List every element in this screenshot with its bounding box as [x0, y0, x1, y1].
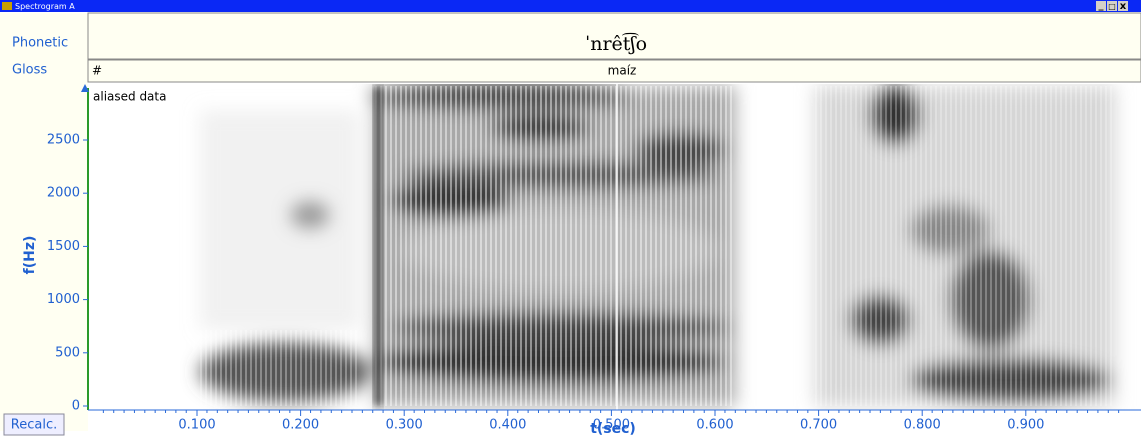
x-tick-label: 0.900 — [1007, 418, 1044, 433]
recalc-label[interactable]: Recalc. — [11, 418, 57, 433]
phonetic-tier[interactable] — [87, 12, 1141, 60]
x-tick-label: 0.500 — [593, 418, 630, 433]
min-button[interactable] — [1096, 1, 1106, 11]
min-label[interactable]: _ — [1099, 0, 1104, 11]
max-label[interactable]: □ — [1108, 2, 1116, 11]
max-button[interactable] — [1107, 1, 1117, 11]
spectrogram — [200, 84, 1115, 410]
y-tick-label: 2000 — [47, 186, 80, 201]
y-tick-label: 2500 — [47, 133, 80, 148]
x-tick-label: 0.600 — [696, 418, 733, 433]
y-tick-label: 0 — [72, 399, 80, 414]
x-tick-label: 0.100 — [178, 418, 215, 433]
x-tick-label: 0.400 — [489, 418, 526, 433]
x-tick-label: 0.200 — [282, 418, 319, 433]
gloss-marker: # — [92, 64, 102, 78]
close-label[interactable]: x — [1120, 1, 1127, 12]
tier-label: Gloss — [12, 63, 47, 78]
tier-label: Phonetic — [12, 36, 68, 51]
gloss-tier[interactable] — [87, 59, 1141, 83]
axis-arrow — [81, 84, 89, 92]
title-bar — [0, 0, 1141, 12]
y-tick-label: 500 — [55, 345, 80, 360]
y-tick-label: 1500 — [47, 239, 80, 254]
x-tick-label: 0.800 — [904, 418, 941, 433]
y-axis-label: f(Hz) — [22, 236, 38, 275]
gloss-text: maíz — [608, 64, 637, 78]
left-panel — [0, 13, 88, 431]
close-button[interactable] — [1118, 1, 1128, 11]
app-icon — [2, 2, 12, 10]
x-tick-label: 0.300 — [386, 418, 423, 433]
aliased-note: aliased data — [93, 90, 166, 104]
phonetic-text: ˈnrêt͡ʃo — [585, 33, 647, 55]
x-tick-label: 0.700 — [800, 418, 837, 433]
recalc-button[interactable] — [3, 413, 65, 436]
y-tick-label: 1000 — [47, 292, 80, 307]
window-title: Spectrogram A — [15, 2, 75, 11]
note-box — [90, 89, 178, 105]
x-axis-label: t(sec) — [590, 421, 636, 437]
